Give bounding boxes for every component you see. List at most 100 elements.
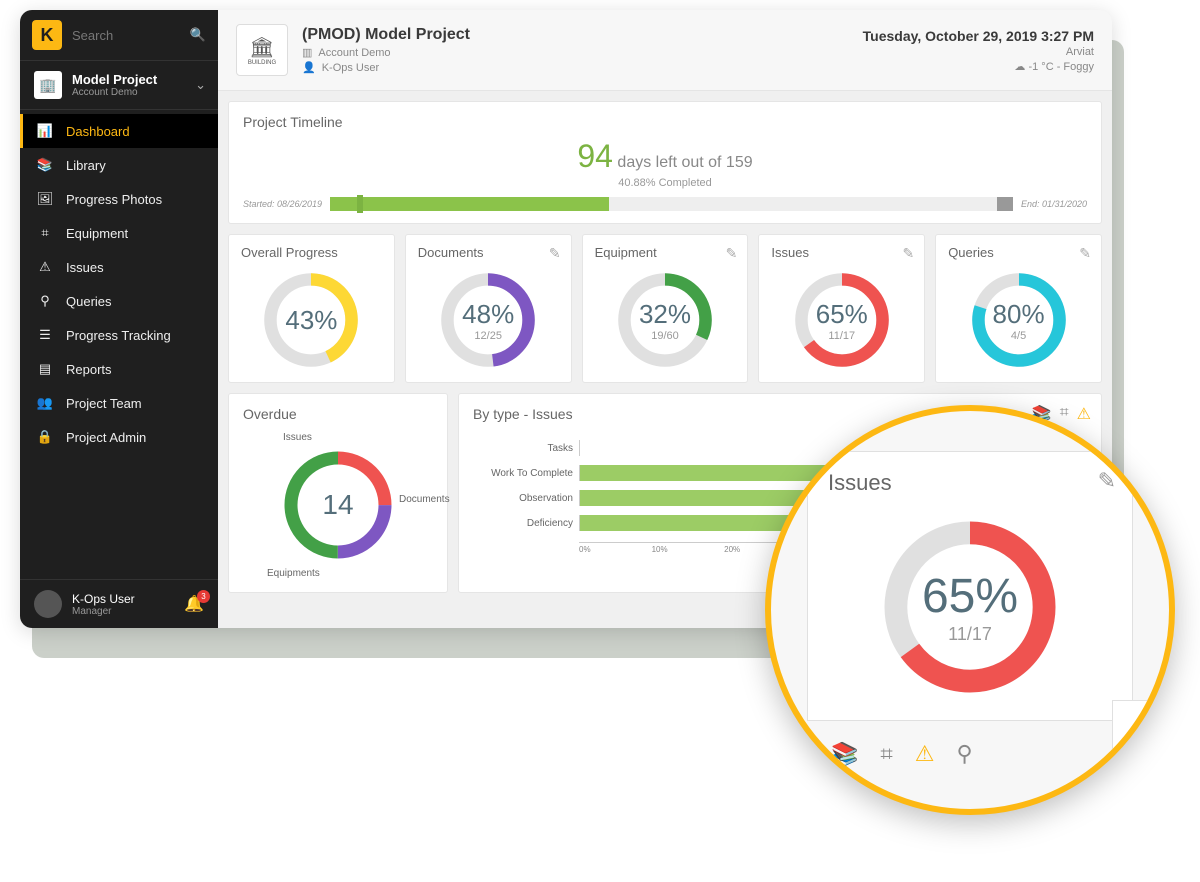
warning-icon[interactable]: ⚠ [915, 741, 935, 767]
sidebar-item-reports[interactable]: ▤ Reports [20, 352, 218, 386]
header-location: Arviat [863, 46, 1094, 58]
header-user: K-Ops User [322, 62, 379, 74]
queries-icon: ⚲ [36, 293, 54, 309]
donut: 32%19/60 [595, 268, 736, 372]
magnifier-other-card: Ot [1112, 700, 1175, 761]
search-input[interactable]: Search [72, 28, 174, 43]
days-left-number: 94 [577, 138, 613, 174]
avatar [34, 590, 62, 618]
building-icon: 🏢 [34, 71, 62, 99]
row-label: Observation [473, 493, 579, 504]
xtick: 0% [579, 545, 652, 554]
overdue-panel: Overdue 14IssuesDocumentsEquipments [228, 393, 448, 593]
equipment-icon[interactable]: ⌗ [880, 741, 892, 767]
progress-photos-icon: 🖼 [36, 191, 54, 207]
project-admin-icon: 🔒 [36, 429, 54, 445]
days-left-text: days left out of 159 [617, 154, 752, 171]
library-icon: 📚 [36, 157, 54, 173]
sidebar-item-queries[interactable]: ⚲ Queries [20, 284, 218, 318]
dashboard-icon: 📊 [36, 123, 54, 139]
pin-icon[interactable]: ⚲ [957, 741, 973, 767]
nav-label: Queries [66, 294, 112, 309]
nav-label: Equipment [66, 226, 128, 241]
overdue-label: Documents [399, 494, 450, 505]
timeline-start: Started: 08/26/2019 [243, 199, 322, 209]
cards-row: Overall Progress 43% Documents ✎ 48%12/2… [228, 234, 1102, 383]
donut: 48%12/25 [418, 268, 559, 372]
user-role: Manager [72, 606, 135, 617]
row-label: Tasks [473, 443, 579, 454]
nav: 📊 Dashboard 📚Library 🖼 Progress Photos ⌗Equip… [20, 110, 218, 579]
timeline-title: Project Timeline [243, 114, 1087, 130]
issues-icon: ⚠ [36, 259, 54, 275]
bell-icon[interactable]: 🔔3 [184, 594, 204, 614]
card-overall[interactable]: Overall Progress 43% [228, 234, 395, 383]
equipment-icon[interactable]: ⌗ [1060, 404, 1069, 424]
chevron-down-icon: ⌄ [195, 77, 206, 93]
timeline-end: End: 01/31/2020 [1021, 199, 1087, 209]
page-title: (PMOD) Model Project [302, 26, 470, 44]
magnifier-title: Issues [828, 470, 1112, 496]
project-team-icon: 👥 [36, 395, 54, 411]
overdue-chart: 14IssuesDocumentsEquipments [243, 430, 433, 580]
sidebar-item-equipment[interactable]: ⌗Equipment [20, 216, 218, 250]
user-footer[interactable]: K-Ops User Manager 🔔3 [20, 579, 218, 628]
edit-icon[interactable]: ✎ [1079, 245, 1091, 262]
timeline-panel: Project Timeline 94 days left out of 159… [228, 101, 1102, 224]
row-label: Work To Complete [473, 468, 579, 479]
edit-icon[interactable]: ✎ [549, 245, 561, 262]
nav-label: Project Admin [66, 430, 146, 445]
donut: 80%4/5 [948, 268, 1089, 372]
overdue-title: Overdue [243, 406, 433, 422]
sidebar-item-progress-tracking[interactable]: ☰ Progress Tracking [20, 318, 218, 352]
header-weather: ☁ -1 °C - Foggy [863, 60, 1094, 73]
magnifier-donut: 65%11/17 [828, 512, 1112, 702]
project-account: Account Demo [72, 87, 157, 98]
sidebar-item-dashboard[interactable]: 📊 Dashboard [20, 114, 218, 148]
warning-icon[interactable]: ⚠ [1077, 404, 1091, 424]
overdue-label: Equipments [267, 568, 320, 579]
nav-label: Progress Photos [66, 192, 162, 207]
sidebar-item-library[interactable]: 📚Library [20, 148, 218, 182]
header-date: Tuesday, October 29, 2019 3:27 PM [863, 28, 1094, 44]
user-icon: 👤 [302, 61, 316, 74]
edit-icon[interactable]: ✎ [726, 245, 738, 262]
reports-icon: ▤ [36, 361, 54, 377]
percent-completed: 40.88% Completed [243, 177, 1087, 189]
project-name: Model Project [72, 72, 157, 87]
nav-label: Dashboard [66, 124, 130, 139]
project-selector[interactable]: 🏢 Model Project Account Demo ⌄ [20, 60, 218, 110]
notification-badge: 3 [197, 590, 210, 603]
card-queries[interactable]: Queries ✎ 80%4/5 [935, 234, 1102, 383]
card-equipment[interactable]: Equipment ✎ 32%19/60 [582, 234, 749, 383]
sidebar-item-project-team[interactable]: 👥Project Team [20, 386, 218, 420]
donut: 65%11/17 [771, 268, 912, 372]
magnifier-icons: 📚 ⌗ ⚠ ⚲ [807, 741, 1133, 767]
card-documents[interactable]: Documents ✎ 48%12/25 [405, 234, 572, 383]
edit-icon[interactable]: ✎ [1098, 468, 1116, 494]
card-title: Queries [948, 245, 1089, 260]
edit-icon[interactable]: ✎ [902, 245, 914, 262]
row-label: Deficiency [473, 518, 579, 529]
card-title: Issues [771, 245, 912, 260]
card-title: Overall Progress [241, 245, 382, 260]
card-issues[interactable]: Issues ✎ 65%11/17 [758, 234, 925, 383]
overdue-label: Issues [283, 432, 312, 443]
search-icon: 🔍 [190, 27, 206, 43]
donut: 43% [241, 268, 382, 372]
sidebar: K Search 🔍 🏢 Model Project Account Demo … [20, 10, 218, 628]
progress-tracking-icon: ☰ [36, 327, 54, 343]
account-icon: ▥ [302, 46, 312, 59]
nav-label: Reports [66, 362, 112, 377]
magnifier-overlay: Issues ✎ 65%11/17 📚 ⌗ ⚠ ⚲ Ot [765, 405, 1175, 815]
magnifier-card: Issues ✎ 65%11/17 [807, 451, 1133, 721]
sidebar-item-project-admin[interactable]: 🔒 Project Admin [20, 420, 218, 454]
card-title: Documents [418, 245, 559, 260]
sidebar-item-issues[interactable]: ⚠Issues [20, 250, 218, 284]
timeline-track [330, 197, 1013, 211]
xtick: 10% [652, 545, 725, 554]
card-title: Equipment [595, 245, 736, 260]
library-icon[interactable]: 📚 [831, 741, 858, 767]
nav-label: Progress Tracking [66, 328, 171, 343]
sidebar-item-progress-photos[interactable]: 🖼 Progress Photos [20, 182, 218, 216]
